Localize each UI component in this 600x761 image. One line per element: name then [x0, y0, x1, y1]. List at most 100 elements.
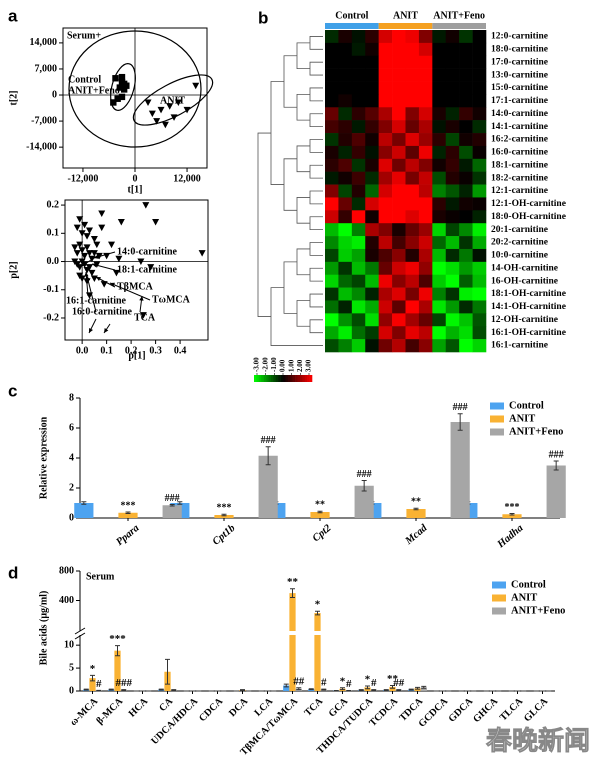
x-axis-label: p[1] [128, 350, 145, 361]
color-scale-segment [287, 375, 291, 382]
heatmap-cell [459, 133, 473, 147]
heatmap-cell [405, 287, 420, 301]
heatmap-cell [418, 300, 433, 314]
y-tick-label: 0 [69, 512, 74, 523]
heatmap-cell [325, 120, 339, 134]
heatmap-cell [445, 339, 460, 353]
heatmap-cell [445, 145, 460, 160]
point [170, 114, 178, 121]
heatmap-cell [459, 248, 473, 263]
point [78, 230, 86, 237]
row-label: 14:0-carnitine [491, 109, 548, 119]
heatmap-cell [392, 158, 406, 172]
heatmap-cell [459, 158, 473, 172]
group-ellipse [110, 63, 136, 111]
y-tick-label: 2 [69, 482, 74, 493]
heatmap-cell [392, 81, 406, 95]
color-scale-label: 1.00 [287, 359, 295, 372]
row-label: 14:1-carnitine [491, 122, 548, 132]
heatmap-cell [432, 158, 447, 172]
point [153, 118, 161, 125]
heatmap-cell [378, 210, 393, 224]
heatmap-cell [338, 287, 353, 301]
color-scale-segment [270, 375, 274, 382]
error-bar [413, 507, 419, 511]
significance-label: * [315, 599, 321, 611]
heatmap-cell [432, 287, 447, 301]
heatmap-cell [338, 55, 353, 69]
heatmap-cell [459, 236, 473, 250]
heatmap-cell [432, 184, 447, 198]
y-tick-label: -7,000 [31, 115, 57, 126]
heatmap-cell [418, 261, 433, 276]
heatmap-cell [432, 261, 447, 276]
heatmap-cell [405, 223, 420, 237]
error-bar [165, 658, 170, 685]
heatmap-cell [338, 120, 353, 134]
heatmap-cell [378, 248, 393, 263]
heatmap-cell [351, 120, 366, 134]
heatmap-cell [445, 313, 460, 327]
point [112, 75, 119, 82]
heatmap-cell [351, 107, 366, 121]
heatmap-cell [445, 94, 460, 108]
point [115, 255, 123, 263]
significance-label: * [340, 675, 346, 687]
heatmap-cell [472, 55, 487, 69]
heatmap-cell [432, 197, 447, 211]
heatmap-cell [338, 197, 353, 211]
heatmap-cell [365, 210, 379, 224]
significance-label: # [371, 677, 377, 689]
error-bar [265, 446, 271, 466]
color-scale-segment [278, 375, 281, 382]
heatmap-cell [365, 171, 379, 185]
y-tick-label: 0.2 [47, 199, 60, 210]
heatmap-cell [445, 197, 460, 211]
heatmap-cell [405, 107, 420, 121]
heatmap-cell [365, 300, 379, 314]
heatmap-cell [365, 236, 379, 250]
heatmap-cell [445, 42, 460, 57]
row-label: 18:0-carnitine [491, 45, 548, 55]
heatmap-cell [392, 261, 406, 276]
bar [502, 514, 522, 518]
heatmap-cell [405, 81, 420, 95]
y-tick-label: 14,000 [30, 37, 58, 48]
significance-label: ### [549, 449, 564, 460]
heatmap-cell [405, 94, 420, 108]
heatmap-cell [392, 339, 406, 353]
heatmap-cell [459, 339, 473, 353]
arrow-head [104, 328, 109, 333]
point [73, 250, 81, 257]
heatmap-cell [365, 55, 379, 69]
heatmap-cell [472, 210, 487, 224]
heatmap-cell [325, 133, 339, 147]
point [174, 99, 182, 106]
row-label: 16:1-carnitine [491, 341, 548, 351]
heatmap-cell [378, 30, 393, 44]
heatmap-cell [365, 184, 379, 198]
heatmap-cell [325, 326, 339, 340]
point [78, 247, 86, 254]
y-tick-label: 0 [52, 89, 57, 100]
plot-frame [64, 199, 209, 341]
color-scale-label: -1.00 [270, 357, 278, 372]
heatmap-cell [351, 210, 366, 224]
heatmap-cell [472, 171, 487, 185]
group-bar [432, 23, 486, 29]
point [118, 73, 126, 81]
row-label: 13:0-carnitine [491, 70, 548, 80]
color-scale-segment [258, 375, 262, 382]
error-bar [457, 413, 463, 431]
legend-swatch [492, 607, 506, 615]
bar [89, 678, 96, 691]
error-bar [169, 504, 175, 507]
annotation: TCA [134, 312, 156, 323]
significance-label: ### [357, 469, 372, 480]
heatmap-cell [392, 287, 406, 301]
heatmap-cell [392, 133, 406, 147]
heatmap-cell [325, 81, 339, 95]
heatmap-cell [378, 261, 393, 276]
color-scale-segment [292, 375, 296, 382]
annotation: TβMCA [117, 281, 154, 292]
